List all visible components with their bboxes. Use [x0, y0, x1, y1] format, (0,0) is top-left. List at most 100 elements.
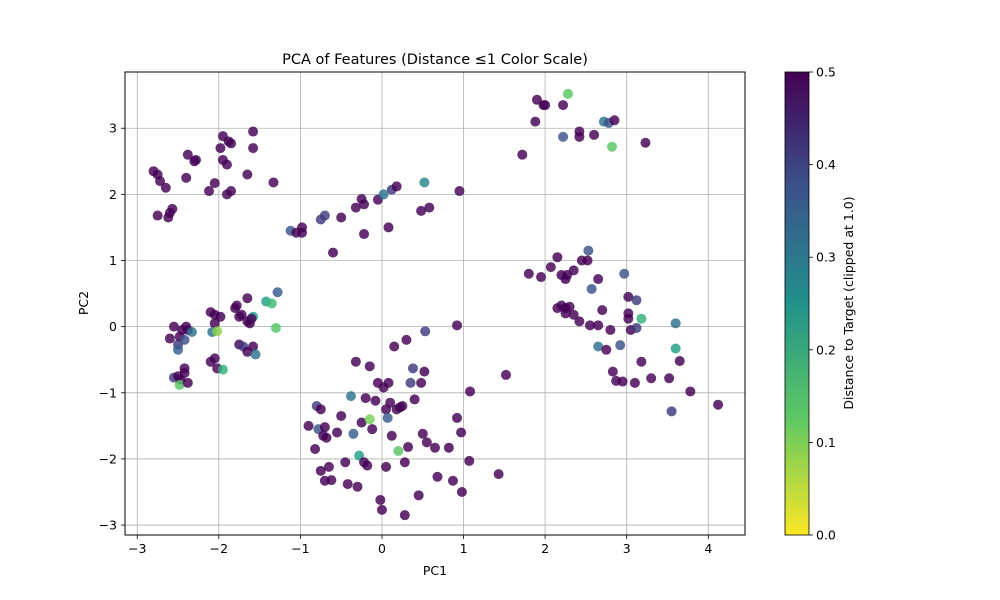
- scatter-point: [454, 186, 465, 197]
- scatter-point: [212, 326, 223, 337]
- scatter-point: [364, 414, 375, 425]
- colorbar-tick-label: 0.2: [816, 342, 836, 357]
- x-tick-label: 0: [378, 541, 386, 556]
- scatter-point: [607, 366, 618, 377]
- colorbar-tick-label: 0.1: [816, 435, 836, 450]
- scatter-point: [319, 422, 330, 433]
- scatter-point: [574, 316, 585, 327]
- scatter-point: [593, 341, 604, 352]
- scatter-point: [523, 268, 534, 279]
- x-axis-label: PC1: [423, 563, 447, 578]
- scatter-point: [601, 344, 612, 355]
- scatter-point: [319, 210, 330, 221]
- scatter-point: [500, 369, 511, 380]
- scatter-point: [350, 202, 361, 213]
- scatter-point: [583, 245, 594, 256]
- scatter-point: [370, 395, 381, 406]
- scatter-point: [179, 363, 190, 374]
- grid-lines: [125, 72, 745, 535]
- scatter-point: [409, 394, 420, 405]
- scatter-point: [348, 428, 359, 439]
- plot-frame: [124, 71, 746, 536]
- y-tick-label: 2: [109, 187, 117, 202]
- scatter-point: [246, 313, 257, 324]
- x-axis-ticks: −3 −2 −1 0 1 2 3 4: [128, 535, 712, 556]
- scatter-point: [359, 199, 370, 210]
- scatter-point: [360, 393, 371, 404]
- scatter-point: [452, 412, 463, 423]
- scatter-point: [640, 137, 651, 148]
- scatter-point: [345, 391, 356, 402]
- scatter-point: [405, 377, 416, 388]
- scatter-point: [381, 461, 392, 472]
- scatter-point: [266, 298, 277, 309]
- chart-title: PCA of Features (Distance ≤1 Color Scale…: [282, 52, 588, 68]
- scatter-point: [391, 181, 402, 192]
- scatter-point: [248, 126, 259, 137]
- x-tick-label: −2: [210, 541, 228, 556]
- scatter-point: [328, 247, 339, 258]
- scatter-point: [190, 154, 201, 165]
- scatter-point: [399, 457, 410, 468]
- y-tick-label: 0: [109, 319, 117, 334]
- scatter-point: [272, 287, 283, 298]
- scatter-point: [209, 178, 220, 189]
- scatter-point: [297, 227, 308, 238]
- scatter-point: [332, 427, 343, 438]
- scatter-point: [586, 283, 597, 294]
- scatter-points: [148, 88, 724, 521]
- scatter-point: [416, 377, 427, 388]
- scatter-point: [385, 397, 396, 408]
- scatter-point: [336, 410, 347, 421]
- scatter-point: [236, 309, 247, 320]
- scatter-point: [674, 356, 685, 367]
- scatter-point: [182, 149, 193, 160]
- scatter-point: [664, 373, 675, 384]
- scatter-point: [636, 356, 647, 367]
- scatter-point: [160, 182, 171, 193]
- colorbar: [784, 71, 810, 536]
- scatter-point: [420, 326, 431, 337]
- scatter-point: [248, 143, 259, 154]
- scatter-point: [619, 268, 630, 279]
- scatter-point: [268, 177, 279, 188]
- scatter-point: [386, 430, 397, 441]
- scatter-point: [670, 318, 681, 329]
- scatter-point: [221, 189, 232, 200]
- scatter-point: [399, 510, 410, 521]
- scatter-point: [430, 442, 440, 453]
- scatter-point: [167, 203, 178, 214]
- scatter-point: [204, 186, 215, 197]
- scatter-point: [530, 116, 541, 127]
- scatter-point: [585, 320, 595, 331]
- scatter-point: [315, 404, 326, 415]
- scatter-point: [401, 334, 412, 345]
- x-tick-label: −1: [291, 541, 309, 556]
- scatter-point: [181, 172, 192, 183]
- scatter-point: [670, 343, 681, 354]
- scatter-point: [631, 295, 642, 306]
- scatter-point: [242, 293, 253, 304]
- scatter-point: [382, 412, 393, 423]
- scatter-point: [605, 324, 616, 335]
- scatter-point: [568, 309, 579, 320]
- x-tick-label: 2: [541, 541, 549, 556]
- y-tick-label: −3: [99, 518, 117, 533]
- scatter-point: [174, 379, 185, 390]
- scatter-point: [443, 442, 454, 453]
- y-tick-label: 3: [109, 121, 117, 136]
- scatter-point: [447, 475, 458, 486]
- scatter-point: [342, 479, 353, 490]
- scatter-point: [536, 272, 547, 283]
- scatter-point: [231, 300, 242, 311]
- scatter-point: [560, 308, 571, 319]
- scatter-point: [416, 205, 427, 216]
- scatter-point: [589, 129, 600, 140]
- colorbar-tick-label: 0.3: [816, 250, 836, 265]
- scatter-point: [209, 318, 220, 329]
- scatter-point: [173, 344, 184, 355]
- scatter-point: [359, 229, 370, 240]
- scatter-point: [215, 143, 226, 154]
- colorbar-tick-label: 0.5: [816, 65, 836, 80]
- colorbar-label: Distance to Target (clipped at 1.0): [841, 196, 856, 409]
